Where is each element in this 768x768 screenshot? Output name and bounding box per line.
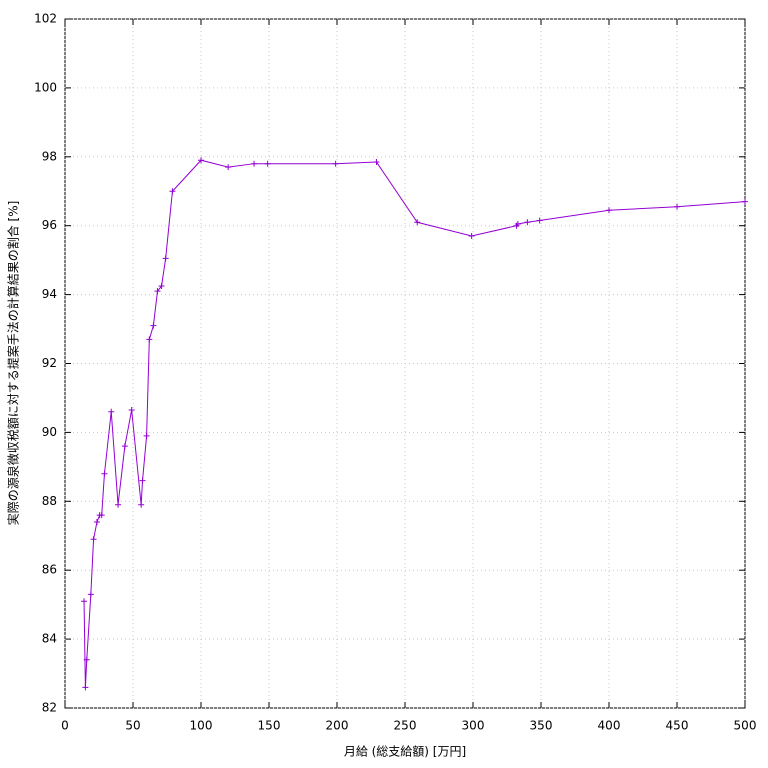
- y-tick-label: 90: [42, 425, 57, 439]
- point-marker: [143, 432, 150, 439]
- point-marker: [536, 217, 543, 224]
- x-tick-label: 0: [61, 719, 69, 733]
- point-marker: [115, 501, 122, 508]
- y-tick-label: 82: [42, 701, 57, 715]
- point-marker: [108, 408, 115, 415]
- point-marker: [83, 656, 90, 663]
- point-marker: [514, 220, 521, 227]
- point-marker: [414, 219, 421, 226]
- point-marker: [674, 203, 680, 210]
- x-tick-label: 50: [125, 719, 140, 733]
- y-tick-label: 98: [42, 149, 57, 163]
- point-marker: [81, 598, 88, 605]
- point-marker: [606, 207, 612, 214]
- point-marker: [93, 518, 100, 525]
- point-marker: [138, 501, 145, 508]
- x-tick-label: 150: [258, 719, 281, 733]
- point-marker: [332, 160, 339, 167]
- point-marker: [150, 322, 157, 329]
- x-tick-label: 450: [666, 719, 689, 733]
- point-marker: [225, 164, 232, 171]
- point-marker: [154, 288, 161, 295]
- point-marker: [82, 684, 89, 691]
- x-axis-label: 月給 (総支給額) [万円]: [344, 745, 466, 759]
- y-tick-label: 84: [42, 632, 57, 646]
- point-marker: [169, 188, 176, 195]
- y-tick-label: 100: [34, 80, 57, 94]
- point-marker: [373, 158, 380, 165]
- x-tick-label: 200: [326, 719, 349, 733]
- point-marker: [162, 255, 169, 262]
- point-marker: [87, 591, 94, 598]
- x-tick-label: 250: [394, 719, 417, 733]
- point-marker: [139, 477, 146, 484]
- y-tick-label: 88: [42, 494, 57, 508]
- y-tick-label: 96: [42, 218, 57, 232]
- series-line: [83, 159, 746, 688]
- y-axis-label: 実際の源泉徴収税額に対する提案手法の計算結果の割合 [%]: [6, 201, 21, 526]
- point-marker: [121, 443, 128, 450]
- point-marker: [742, 198, 748, 205]
- x-tick-label: 350: [530, 719, 553, 733]
- x-tick-label: 500: [734, 719, 757, 733]
- point-marker: [158, 282, 165, 289]
- point-marker: [251, 160, 258, 167]
- point-marker: [146, 336, 153, 343]
- x-tick-label: 100: [190, 719, 213, 733]
- point-marker: [468, 233, 475, 240]
- point-marker: [198, 157, 204, 164]
- y-tick-label: 86: [42, 563, 57, 577]
- point-marker: [101, 470, 108, 477]
- y-tick-label: 102: [34, 12, 57, 26]
- point-marker: [524, 219, 531, 226]
- x-tick-label: 300: [462, 719, 485, 733]
- point-marker: [128, 407, 135, 414]
- point-marker: [98, 512, 105, 519]
- y-tick-label: 94: [42, 287, 57, 301]
- y-tick-label: 92: [42, 356, 57, 370]
- x-tick-label: 400: [598, 719, 621, 733]
- point-marker: [264, 160, 271, 167]
- point-marker: [90, 536, 97, 543]
